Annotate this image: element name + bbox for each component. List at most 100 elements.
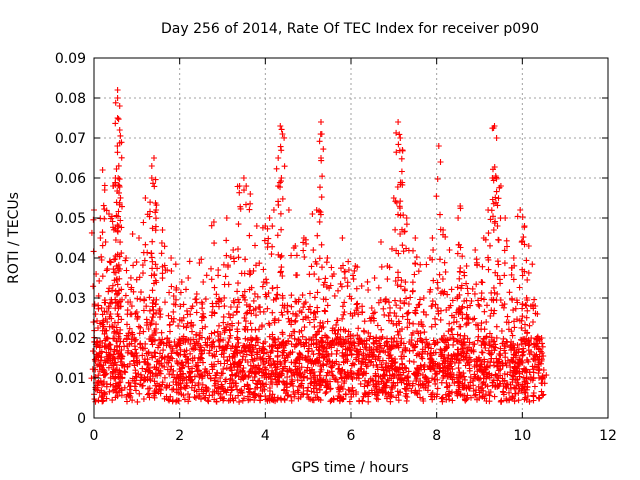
data-point	[260, 279, 267, 286]
data-point	[397, 283, 404, 290]
data-point	[222, 273, 229, 280]
data-point	[523, 369, 530, 376]
data-point	[298, 382, 305, 389]
data-point	[475, 333, 482, 340]
data-point	[437, 256, 443, 263]
data-point	[136, 390, 143, 397]
data-point	[470, 341, 477, 348]
data-point	[397, 205, 403, 212]
data-point	[92, 373, 99, 380]
data-point	[339, 375, 345, 382]
data-point	[225, 310, 232, 317]
data-point	[209, 366, 216, 373]
data-point	[305, 384, 312, 391]
data-point	[274, 291, 281, 298]
data-point	[287, 349, 294, 356]
data-point	[101, 372, 108, 379]
data-point	[115, 333, 122, 340]
data-point	[210, 219, 217, 225]
data-point	[520, 234, 527, 241]
data-point	[486, 350, 493, 357]
data-point	[278, 226, 285, 233]
data-point	[252, 342, 259, 349]
data-point	[446, 390, 453, 397]
data-point	[472, 392, 478, 399]
data-point	[89, 366, 96, 373]
data-point	[96, 277, 103, 284]
data-point	[385, 390, 392, 397]
data-point	[325, 353, 332, 359]
data-point	[392, 278, 399, 284]
data-point	[223, 324, 230, 331]
data-point	[389, 358, 396, 364]
data-point	[392, 297, 398, 304]
data-point	[497, 366, 504, 373]
data-point	[227, 392, 234, 398]
data-point	[439, 276, 446, 282]
data-point	[126, 325, 133, 332]
data-point	[454, 331, 461, 338]
data-point	[446, 320, 453, 327]
x-tick-label: 0	[90, 428, 99, 444]
data-point	[361, 318, 368, 325]
data-point	[106, 388, 113, 395]
data-point	[140, 307, 147, 314]
data-point	[362, 391, 369, 398]
data-point	[440, 375, 446, 381]
data-point	[209, 388, 216, 395]
data-point	[225, 262, 231, 269]
data-point	[541, 380, 548, 387]
data-point	[459, 392, 466, 399]
data-point	[439, 351, 446, 358]
data-point	[101, 206, 108, 213]
data-point	[213, 398, 220, 405]
data-point	[512, 385, 519, 392]
data-point	[178, 279, 185, 285]
data-point	[375, 284, 382, 291]
data-point	[196, 260, 203, 266]
data-point	[193, 291, 200, 297]
data-point	[112, 288, 119, 295]
data-point	[196, 392, 203, 399]
data-point	[246, 232, 253, 239]
data-point	[384, 263, 391, 269]
data-point	[172, 261, 179, 268]
data-point	[450, 336, 457, 343]
y-tick-label: 0.02	[55, 331, 86, 347]
data-point	[279, 292, 286, 299]
data-point	[442, 269, 449, 275]
data-point	[525, 339, 532, 346]
data-point	[320, 296, 327, 303]
data-point	[127, 274, 134, 281]
data-point	[117, 303, 124, 310]
data-point	[153, 326, 159, 332]
data-point	[474, 337, 481, 344]
data-point	[531, 296, 538, 303]
data-point	[209, 309, 216, 316]
data-point	[353, 307, 360, 314]
data-point	[185, 360, 192, 367]
data-point	[140, 219, 147, 226]
data-point	[372, 370, 379, 377]
data-point	[298, 327, 305, 334]
data-point	[399, 365, 406, 372]
data-point	[102, 390, 108, 397]
data-point	[375, 396, 382, 403]
data-point	[298, 364, 305, 371]
data-point	[110, 335, 117, 342]
data-point	[147, 199, 154, 206]
data-point	[248, 352, 255, 359]
data-point	[96, 342, 103, 349]
data-point	[495, 261, 502, 268]
data-point	[127, 393, 134, 400]
data-point	[365, 329, 372, 336]
data-point	[425, 344, 432, 351]
data-point	[386, 343, 393, 350]
data-point	[296, 360, 303, 367]
data-point	[264, 305, 271, 312]
data-point	[521, 365, 528, 372]
data-point	[457, 309, 464, 316]
data-point	[98, 253, 105, 260]
data-point	[114, 265, 121, 272]
data-point	[115, 175, 122, 182]
